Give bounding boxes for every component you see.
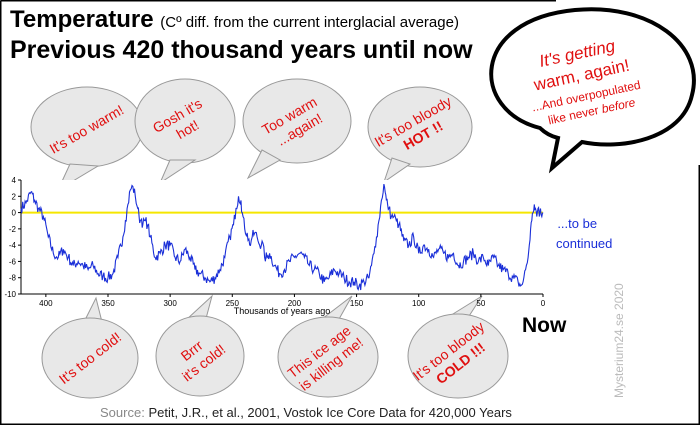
y-axis: 4 2 0 -2 -4 -6 -8 -10 — [4, 176, 22, 299]
continued-line-2: continued — [556, 236, 613, 251]
bubble-tail — [158, 159, 197, 185]
bubble-brrr-cold: Brrr it's cold! — [155, 294, 245, 397]
bubble-too-bloody-hot: It's too bloody HOT !! — [367, 86, 473, 184]
bubble-too-bloody-cold: It's too bloody COLD !!! — [407, 295, 509, 399]
x-axis-label: Thousands of years ago — [234, 306, 331, 316]
x-tick-label: 400 — [39, 299, 53, 308]
series-line — [20, 183, 544, 291]
x-axis: 400 350 300 250 200 150 100 50 0 — [21, 293, 546, 308]
to-be-continued: ...to be continued — [556, 214, 612, 254]
watermark: Mysterium24.se 2020 — [612, 283, 626, 398]
bubble-shape — [155, 315, 245, 397]
page-subtitle: Previous 420 thousand years until now — [10, 36, 473, 64]
source-prefix: Source: — [100, 405, 145, 420]
y-tick-label: -2 — [9, 225, 17, 234]
x-tick-label: 100 — [412, 299, 426, 308]
x-tick-label: 250 — [226, 299, 240, 308]
bubble-gosh-hot: Gosh it's hot! — [134, 78, 236, 185]
title-sub: (Cº diff. from the current interglacial … — [160, 14, 459, 31]
bubble-too-warm-again: Too warm ...again! — [242, 78, 352, 180]
temperature-chart: 420-2-4-6-8-10 400 350 300 250 200 150 100 50 0 … — [4, 176, 545, 316]
bubble-shape — [407, 313, 509, 399]
y-tick-label: -10 — [4, 290, 16, 299]
x-tick-label: 300 — [163, 299, 177, 308]
y-tick-label: 2 — [12, 192, 17, 201]
y-tick-label: -4 — [9, 241, 17, 250]
page-title: Temperature (Cº diff. from the current i… — [10, 6, 459, 34]
bubble-shape — [277, 316, 379, 398]
now-label: Now — [522, 314, 567, 337]
x-tick-label: 200 — [288, 299, 302, 308]
continued-line-1: ...to be — [557, 216, 598, 231]
x-tick-label: 50 — [476, 299, 485, 308]
x-tick-label: 350 — [101, 299, 115, 308]
bubble-shape — [242, 78, 352, 164]
bubble-shape — [41, 317, 139, 399]
x-tick-label: 150 — [350, 299, 364, 308]
bubble-ice-age: This ice age is killing me! — [277, 295, 379, 398]
y-tick-label: -8 — [9, 274, 17, 283]
y-tick-label: 4 — [12, 176, 17, 185]
y-tick-label: 0 — [12, 209, 17, 218]
bubble-too-warm: It's too warm! — [30, 86, 144, 192]
source-citation: Source: Petit, J.R., et al., 2001, Vosto… — [100, 405, 512, 420]
big-speech-bubble: It's getting warm, again! ...And overpop… — [489, 7, 696, 174]
bubble-too-cold: It's too cold! — [41, 296, 139, 399]
title-main: Temperature — [10, 6, 154, 33]
bubble-tail — [246, 149, 282, 180]
y-tick-label: -6 — [9, 257, 17, 266]
source-text: Petit, J.R., et al., 2001, Vostok Ice Co… — [148, 405, 512, 420]
x-tick-label: 0 — [541, 299, 546, 308]
bubble-shape — [367, 86, 473, 168]
bubble-tail — [383, 157, 412, 184]
big-bubble-shape — [489, 7, 696, 174]
